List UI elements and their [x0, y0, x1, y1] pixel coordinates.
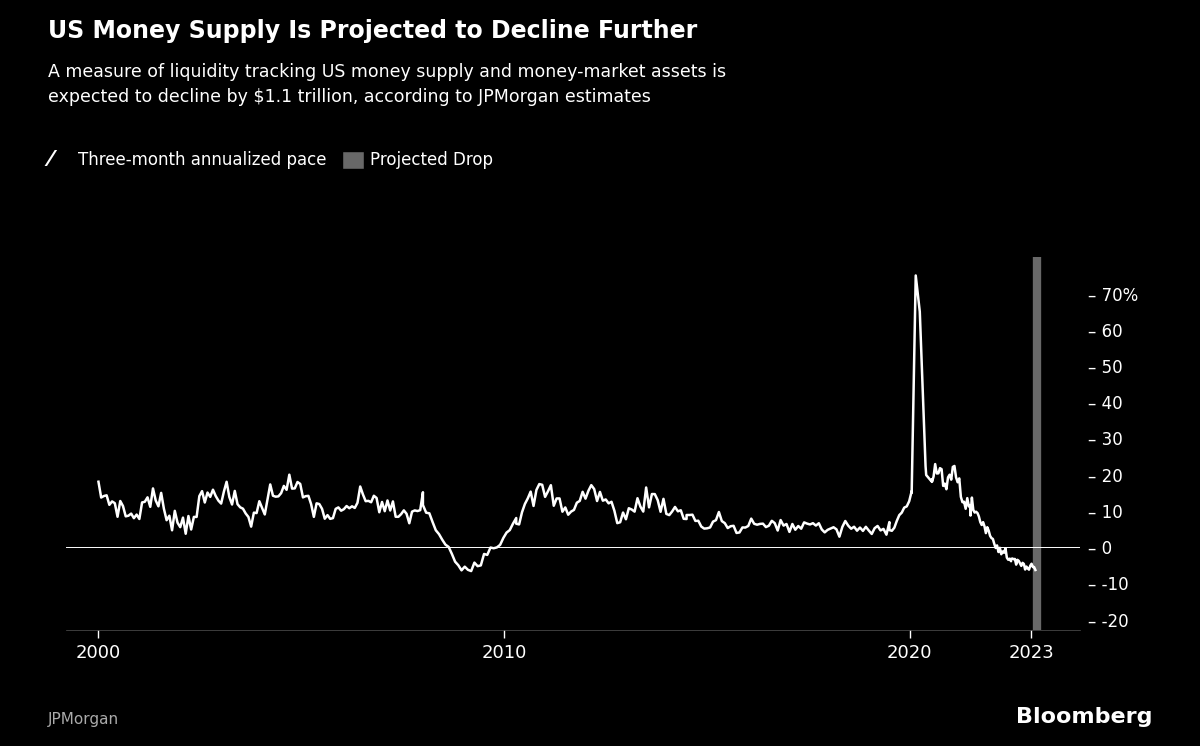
Text: US Money Supply Is Projected to Decline Further: US Money Supply Is Projected to Decline … — [48, 19, 697, 43]
Text: ⁄: ⁄ — [48, 151, 52, 170]
Text: A measure of liquidity tracking US money supply and money-market assets is
expec: A measure of liquidity tracking US money… — [48, 63, 726, 107]
Text: JPMorgan: JPMorgan — [48, 712, 119, 727]
Text: Three-month annualized pace: Three-month annualized pace — [78, 151, 326, 169]
Text: Projected Drop: Projected Drop — [370, 151, 493, 169]
Text: Bloomberg: Bloomberg — [1015, 707, 1152, 727]
